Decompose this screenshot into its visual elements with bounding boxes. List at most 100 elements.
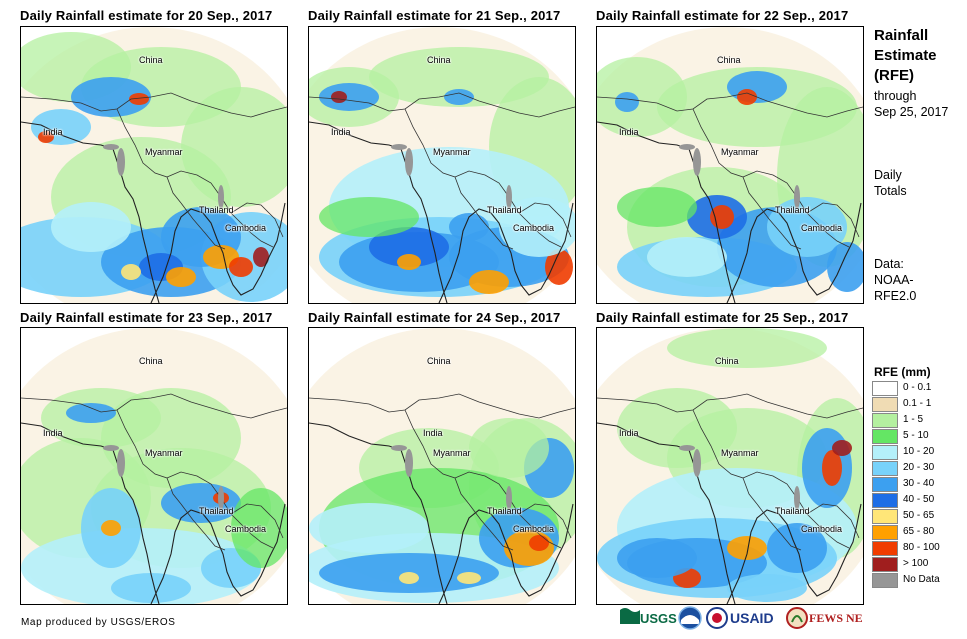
legend-swatch [872, 429, 898, 444]
rainfall-area [51, 202, 131, 252]
rainfall-map-25-sep: China India Myanmar Thailand Cambodia [596, 327, 864, 605]
country-border [166, 471, 274, 549]
no-data-area [103, 144, 119, 150]
map-label-cambodia: Cambodia [225, 524, 267, 534]
legend-swatch [872, 557, 898, 572]
rainfall-area [727, 71, 787, 103]
legend-label: 5 - 10 [903, 430, 929, 441]
rainfall-area [229, 257, 253, 277]
map-label-myanmar: Myanmar [721, 448, 759, 458]
map-label-china: China [715, 356, 739, 366]
legend-label: > 100 [903, 558, 929, 569]
country-border [518, 202, 572, 238]
no-data-area [679, 445, 695, 451]
rainfall-field [597, 27, 863, 303]
no-data-area [391, 144, 407, 150]
coastline [438, 503, 574, 604]
rainfall-area [615, 92, 639, 112]
country-border [692, 108, 758, 204]
legend-label: 0 - 0.1 [903, 382, 932, 393]
rainfall-area [399, 572, 419, 584]
legend-label: 80 - 100 [903, 542, 940, 553]
rainfall-area [822, 450, 842, 486]
map-label-thailand: Thailand [487, 506, 522, 516]
rainfall-area [457, 572, 481, 584]
country-border [230, 503, 284, 539]
country-border [806, 503, 860, 539]
rainfall-area [727, 574, 807, 602]
coastline [309, 422, 448, 604]
legend-label: No Data [903, 574, 940, 585]
rainfall-area [369, 227, 449, 267]
no-data-area [794, 486, 800, 510]
panel-title-21-sep: Daily Rainfall estimate for 21 Sep., 201… [308, 8, 561, 23]
map-label-india: India [43, 428, 63, 438]
map-label-myanmar: Myanmar [721, 147, 759, 157]
rainfall-area [827, 242, 863, 292]
no-data-area [794, 185, 800, 209]
map-label-thailand: Thailand [775, 205, 810, 215]
country-border [692, 409, 758, 505]
side-data-source: Data: NOAA- RFE2.0 [874, 257, 917, 303]
coastline [21, 422, 160, 604]
legend-swatch [872, 477, 898, 492]
legend-swatch [872, 413, 898, 428]
no-data-area [679, 144, 695, 150]
rainfall-area [129, 93, 149, 105]
coastline [309, 121, 448, 303]
coastline [438, 202, 574, 303]
no-data-area [391, 445, 407, 451]
map-label-india: India [619, 127, 639, 137]
rainfall-area [38, 131, 54, 143]
map-label-cambodia: Cambodia [513, 223, 555, 233]
country-border [597, 92, 863, 118]
map-label-china: China [139, 55, 163, 65]
country-border [116, 409, 182, 505]
country-border [404, 409, 470, 505]
side-title: Rainfall Estimate (RFE) [874, 27, 937, 84]
country-border [180, 503, 226, 551]
rainfall-area [529, 535, 549, 551]
rainfall-area [617, 538, 697, 578]
map-label-cambodia: Cambodia [513, 524, 555, 534]
rainfall-area [331, 91, 347, 103]
rainfall-area [121, 264, 141, 280]
rainfall-area [166, 267, 196, 287]
country-border [116, 108, 182, 204]
legend-swatch [872, 381, 898, 396]
rainfall-field [597, 328, 863, 604]
country-border [806, 202, 860, 238]
coastline [150, 503, 286, 604]
side-through: through Sep 25, 2017 [874, 89, 949, 119]
no-data-area [117, 449, 125, 477]
legend-swatch [872, 541, 898, 556]
no-data-area [405, 148, 413, 176]
coastline [21, 121, 160, 303]
rainfall-area [319, 83, 379, 111]
map-label-china: China [717, 55, 741, 65]
rainfall-area [469, 418, 549, 478]
legend-label: 1 - 5 [903, 414, 924, 425]
rainfall-map-24-sep: China India Myanmar Thailand Cambodia [308, 327, 576, 605]
legend-label: 40 - 50 [903, 494, 935, 505]
map-label-myanmar: Myanmar [433, 147, 471, 157]
rainfall-area [111, 573, 191, 603]
map-label-thailand: Thailand [199, 506, 234, 516]
map-label-india: India [43, 127, 63, 137]
svg-text:FEWS NET: FEWS NET [809, 611, 862, 625]
map-label-myanmar: Myanmar [145, 448, 183, 458]
legend-swatch [872, 461, 898, 476]
side-daily-totals: Daily Totals [874, 168, 907, 198]
country-border [404, 108, 470, 204]
no-data-area [218, 486, 224, 510]
map-label-india: India [331, 127, 351, 137]
rainfall-area [617, 187, 697, 227]
svg-text:USGS: USGS [640, 611, 677, 626]
rainfall-area [647, 237, 727, 277]
coastline [150, 202, 286, 303]
rainfall-area [319, 197, 419, 237]
rainfall-field [309, 27, 575, 303]
panel-title-22-sep: Daily Rainfall estimate for 22 Sep., 201… [596, 8, 849, 23]
legend-swatch [872, 493, 898, 508]
no-data-area [693, 148, 701, 176]
